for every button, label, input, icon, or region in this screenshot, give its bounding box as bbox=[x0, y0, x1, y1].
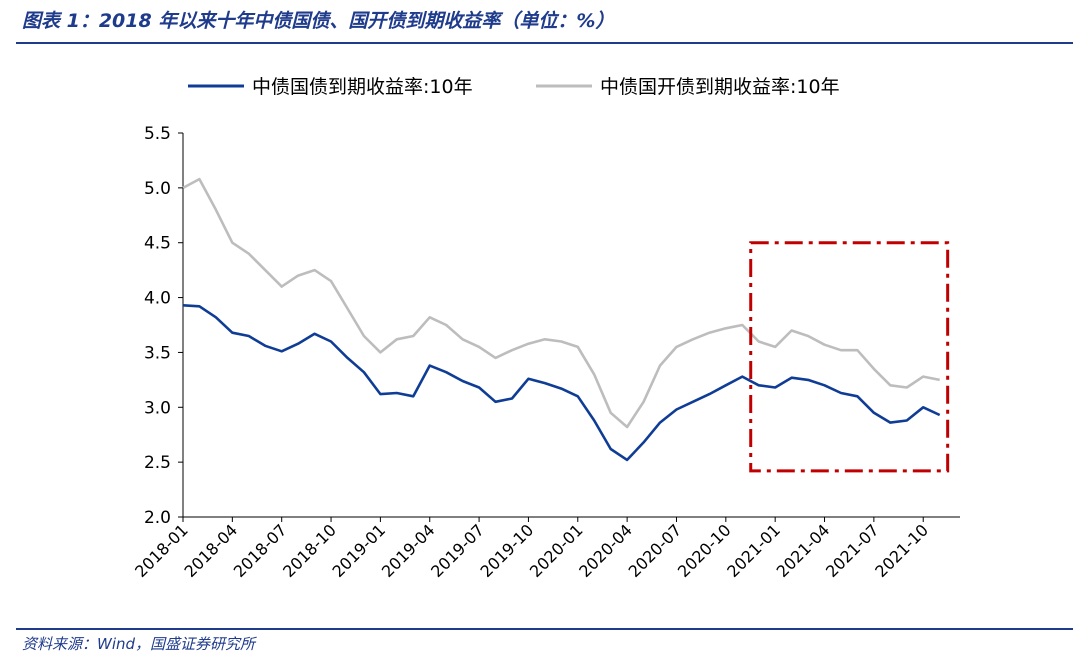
x-tick-label: 2020-07 bbox=[625, 520, 686, 581]
x-tick-label: 2019-07 bbox=[427, 520, 488, 581]
x-tick-label: 2019-04 bbox=[378, 520, 439, 581]
chart-axes: 5.55.04.54.03.53.02.52.02018-012018-0420… bbox=[131, 124, 960, 581]
title-underline bbox=[16, 42, 1073, 44]
x-tick-label: 2019-01 bbox=[329, 520, 390, 581]
source-rule bbox=[16, 628, 1073, 630]
y-tick-label: 2.5 bbox=[144, 453, 171, 473]
y-tick-label: 5.0 bbox=[144, 179, 171, 199]
series-line-cdb bbox=[182, 177, 940, 429]
y-tick-label: 3.0 bbox=[144, 398, 171, 418]
x-tick-label: 2018-04 bbox=[180, 520, 241, 581]
source-note: 资料来源：Wind，国盛证券研究所 bbox=[22, 635, 256, 653]
x-tick-label: 2020-01 bbox=[526, 520, 587, 581]
x-tick-label: 2018-10 bbox=[279, 520, 340, 581]
x-tick-label: 2021-10 bbox=[871, 520, 932, 581]
legend-item-treasury-label: 中债国债到期收益率:10年 bbox=[252, 76, 473, 98]
y-tick-label: 3.5 bbox=[144, 343, 171, 363]
figure-title: 图表 1：2018 年以来十年中债国债、国开债到期收益率（单位：%） bbox=[22, 10, 615, 32]
chart-lines bbox=[182, 177, 941, 462]
x-tick-label: 2020-04 bbox=[575, 520, 636, 581]
y-tick-label: 4.0 bbox=[144, 289, 171, 309]
x-tick-label: 2018-01 bbox=[131, 520, 192, 581]
y-tick-label: 4.5 bbox=[144, 234, 171, 254]
highlight-box bbox=[749, 241, 950, 473]
x-tick-label: 2020-10 bbox=[674, 520, 735, 581]
x-tick-label: 2021-04 bbox=[773, 520, 834, 581]
y-tick-label: 2.0 bbox=[144, 508, 171, 528]
x-tick-label: 2018-07 bbox=[230, 520, 291, 581]
y-tick-label: 5.5 bbox=[144, 124, 171, 144]
legend-item-cdb-label: 中债国开债到期收益率:10年 bbox=[600, 76, 840, 98]
x-tick-label: 2021-01 bbox=[723, 520, 784, 581]
chart-legend: 中债国债到期收益率:10年 中债国开债到期收益率:10年 bbox=[188, 76, 840, 98]
series-line-treasury bbox=[182, 304, 941, 462]
x-tick-label: 2019-10 bbox=[477, 520, 538, 581]
x-tick-label: 2021-07 bbox=[822, 520, 883, 581]
chart-annotations bbox=[749, 241, 950, 473]
